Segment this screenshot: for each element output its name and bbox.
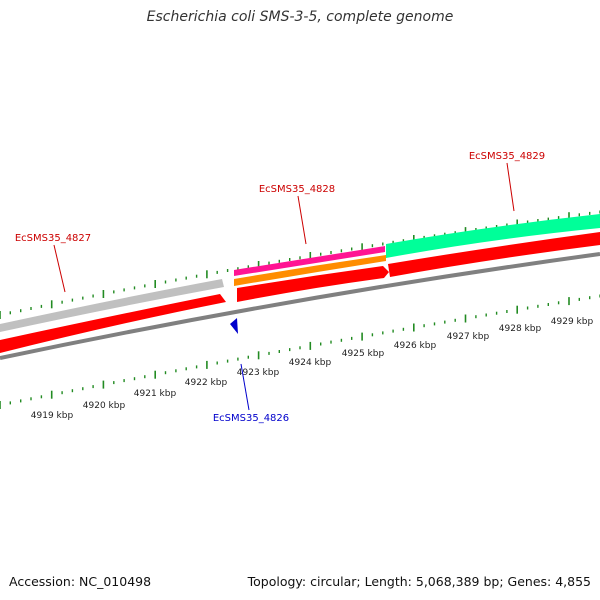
magenta-feature-band (234, 246, 385, 276)
label-line-ecsms35-4826 (240, 363, 250, 411)
scale-label: 4919 kbp (31, 411, 74, 421)
inner-tick-ring (0, 294, 600, 409)
scale-label: 4926 kbp (394, 341, 437, 351)
genome-summary: Topology: circular; Length: 5,068,389 bp… (247, 574, 591, 589)
scale-label: 4922 kbp (185, 378, 228, 388)
genome-backbone (0, 252, 600, 360)
gene-label-ecsms35-4827[interactable]: EcSMS35_4827 (15, 233, 91, 244)
gene-label-ecsms35-4826[interactable]: EcSMS35_4826 (213, 413, 289, 424)
scale-label: 4920 kbp (83, 401, 126, 411)
gene-arrow-ecsms35-4827[interactable] (0, 294, 226, 353)
genome-title: Escherichia coli SMS-3-5, complete genom… (146, 9, 454, 25)
scale-label: 4927 kbp (447, 332, 490, 342)
gene-arrow-ecsms35-4829[interactable] (388, 232, 600, 277)
outer-tick-ring (0, 210, 600, 319)
label-line-ecsms35-4828 (297, 195, 307, 245)
label-line-ecsms35-4827 (53, 244, 66, 293)
gene-arrow-ecsms35-4826[interactable] (230, 318, 238, 334)
label-line-ecsms35-4829 (506, 162, 515, 212)
orange-feature-band (234, 255, 386, 286)
scale-label: 4929 kbp (551, 317, 594, 327)
scale-label: 4925 kbp (342, 349, 385, 359)
gene-label-ecsms35-4829[interactable]: EcSMS35_4829 (469, 151, 545, 162)
gene-arrow-ecsms35-4828[interactable] (237, 266, 389, 302)
gray-feature-band (0, 279, 224, 332)
scale-label: 4923 kbp (237, 368, 280, 378)
scale-label: 4921 kbp (134, 389, 177, 399)
accession-label: Accession: NC_010498 (9, 574, 152, 589)
teal-feature-band (386, 214, 600, 258)
scale-label: 4924 kbp (289, 358, 332, 368)
gene-label-ecsms35-4828[interactable]: EcSMS35_4828 (259, 184, 335, 195)
scale-label: 4928 kbp (499, 324, 542, 334)
